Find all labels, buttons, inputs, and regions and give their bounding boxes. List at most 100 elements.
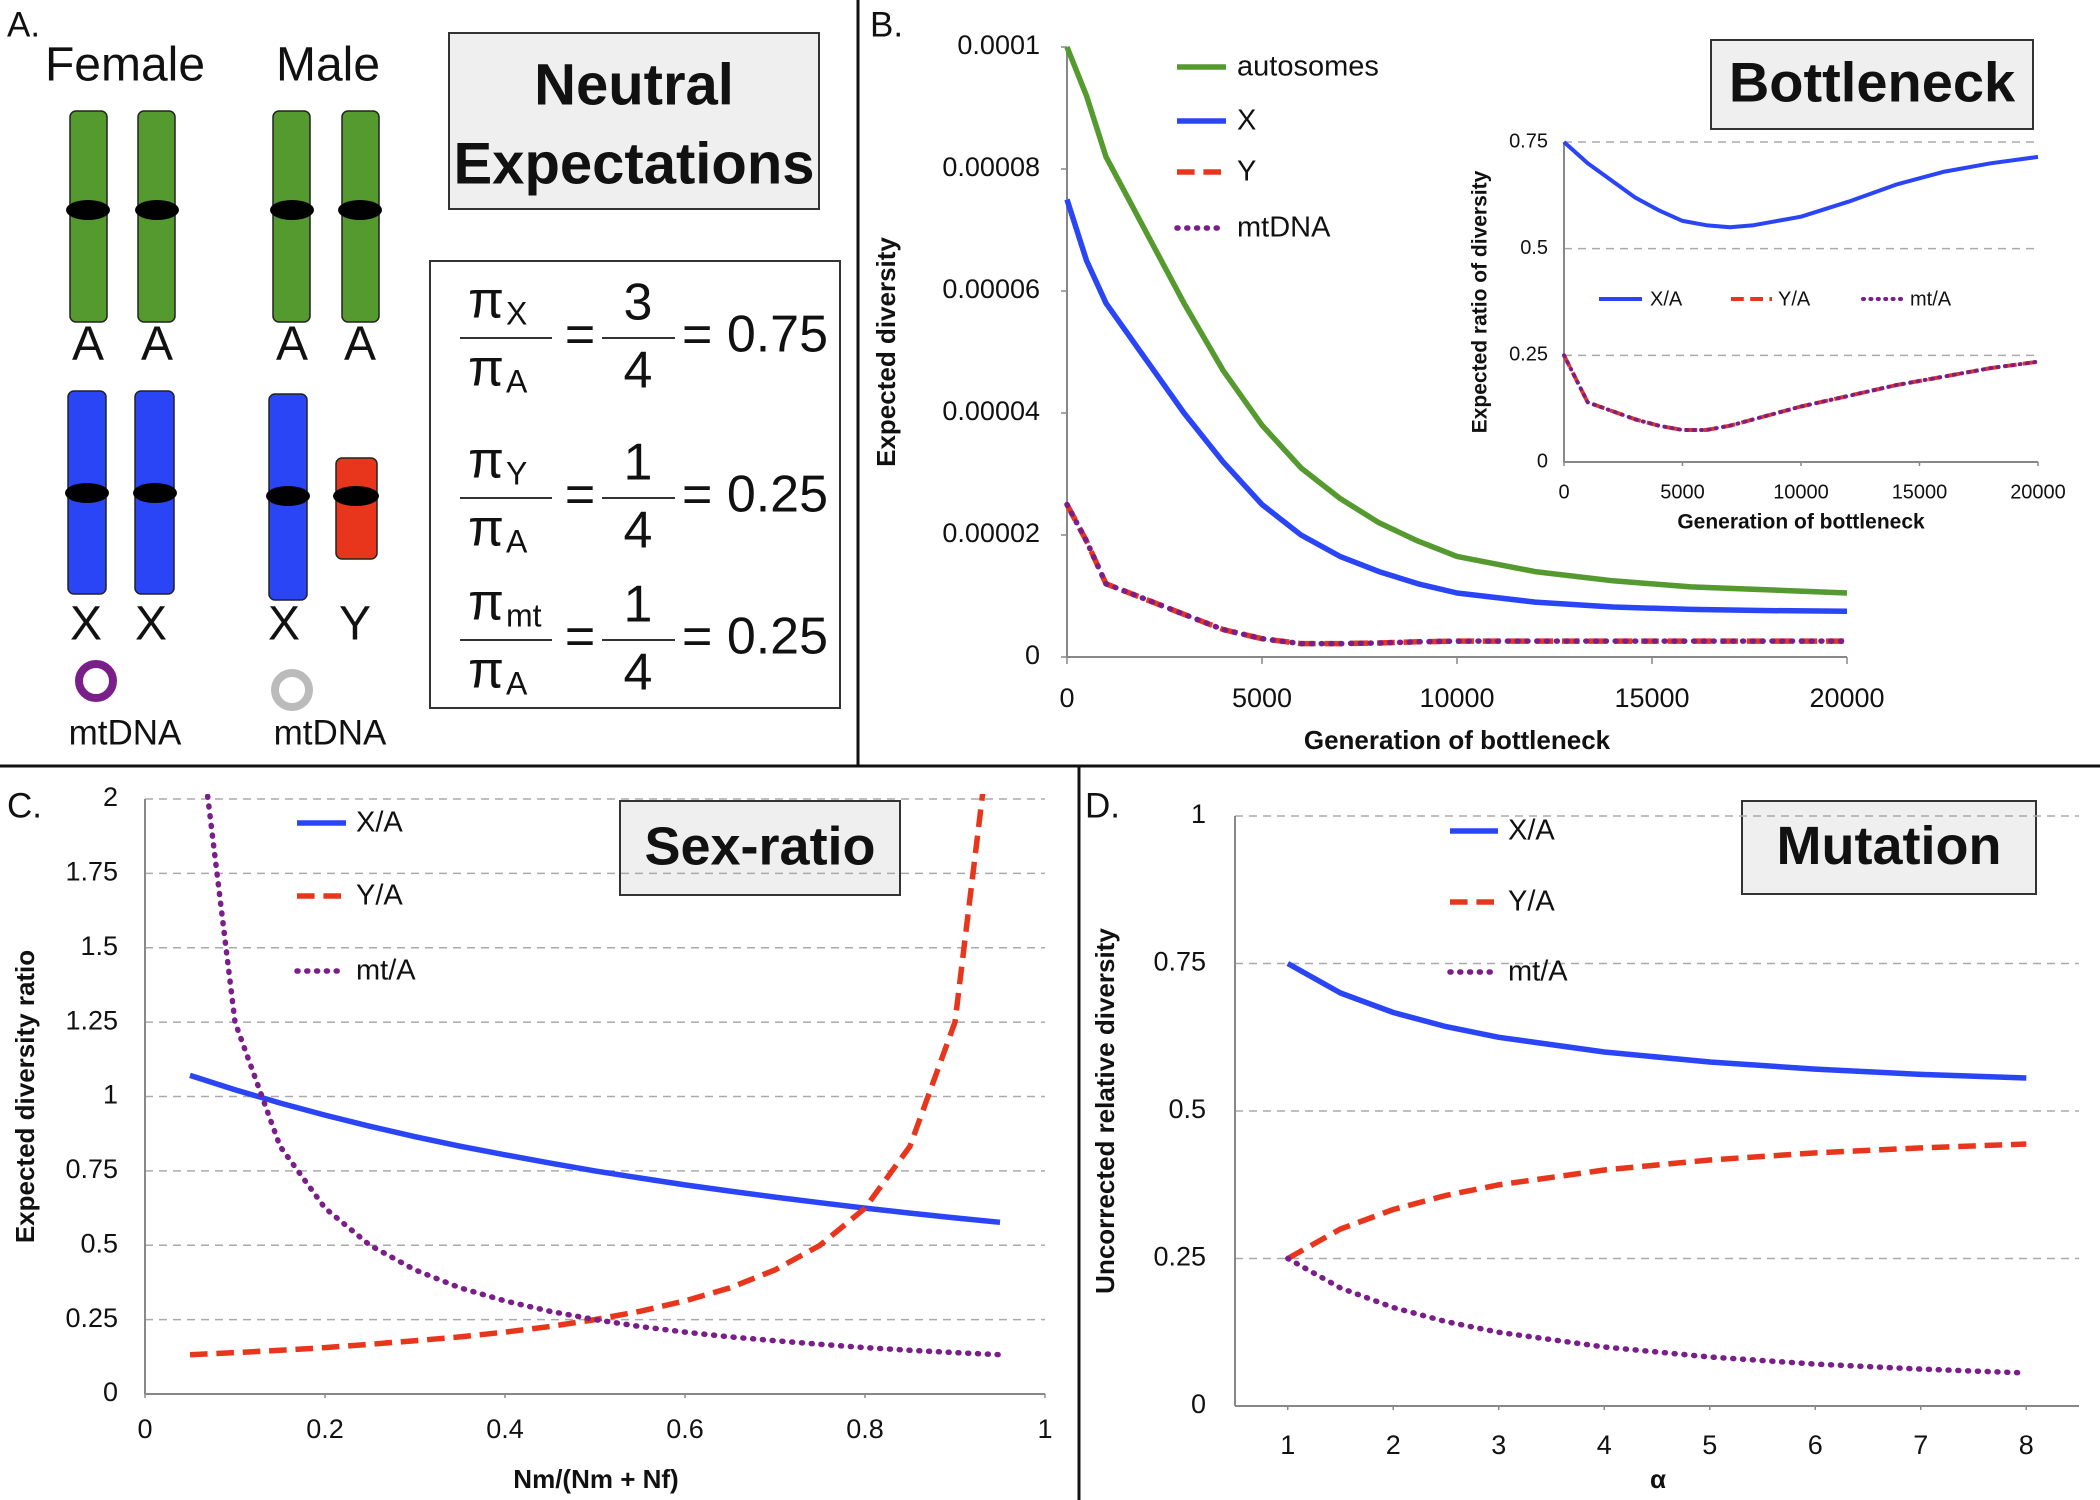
legend-label: X/A [356, 807, 403, 839]
y-tick-label: 1 [103, 1080, 118, 1110]
title-box [1741, 800, 2037, 895]
y-tick-label: 1.75 [65, 857, 118, 887]
x-tick-label: 10000 [1773, 481, 1829, 503]
pi-subscript: X [506, 295, 527, 331]
y-chromosome [335, 457, 378, 560]
chromosomes [67, 110, 380, 601]
x-tick-label: 4 [1597, 1430, 1612, 1460]
y-tick-label: 0 [1537, 450, 1548, 472]
equation-result: = 0.75 [682, 306, 828, 364]
y-tick-label: 0.25 [1509, 344, 1548, 366]
x-tick-label: 15000 [1614, 683, 1689, 713]
legend-label: Y/A [356, 880, 403, 912]
pi-subscript: A [506, 363, 528, 399]
box-title: Expectations [454, 131, 815, 196]
y-axis-label: Expected diversity [871, 237, 901, 467]
legend-label: mt/A [1910, 288, 1952, 310]
series-line [1064, 45, 1848, 596]
x-tick-label: 1 [1280, 1430, 1295, 1460]
x-axis-label: α [1650, 1464, 1666, 1494]
equals-sign: = [565, 466, 595, 524]
y-tick-label: 0 [1025, 640, 1040, 670]
y-axis-label: Uncorrected relative diversity [1090, 928, 1120, 1294]
y-tick-label: 0.25 [1153, 1242, 1206, 1272]
x-tick-label: 0.8 [846, 1414, 884, 1444]
pi-subscript: mt [506, 597, 542, 633]
legend-label: Y/A [1508, 886, 1555, 918]
equation-result: = 0.25 [682, 466, 828, 524]
fraction-denominator: 4 [624, 644, 653, 702]
y-tick-label: 0.5 [1520, 237, 1548, 259]
chart-title: Bottleneck [1729, 50, 2016, 113]
panel-label: D. [1085, 786, 1120, 825]
y-axis-label: Expected diversity ratio [10, 950, 40, 1243]
series-line [1286, 961, 2027, 1081]
equation-result: = 0.25 [682, 608, 828, 666]
y-tick-label: 0.75 [1153, 947, 1206, 977]
pi-subscript: A [506, 665, 528, 701]
chromosome-label: A [141, 318, 173, 371]
centromere [333, 486, 379, 506]
centromere [133, 483, 177, 503]
x-tick-label: 15000 [1892, 481, 1948, 503]
pi-symbol: π [468, 432, 504, 490]
panel-label: A. [7, 5, 40, 44]
fraction-numerator: 1 [624, 434, 653, 492]
y-tick-label: 0.00002 [942, 518, 1040, 548]
legend-label: X/A [1650, 288, 1683, 310]
box-title: Neutral [534, 52, 734, 117]
series-line [1286, 1141, 2027, 1261]
x-tick-label: 0.2 [306, 1414, 344, 1444]
y-tick-label: 0.5 [80, 1228, 118, 1258]
chromosome-label: X [70, 598, 102, 651]
chromosome-label: Y [339, 598, 371, 651]
x-tick-label: 0 [137, 1414, 152, 1444]
x-axis-label: Generation of bottleneck [1304, 725, 1611, 755]
pi-subscript: A [506, 523, 528, 559]
chromosome-label: X [135, 598, 167, 651]
x-tick-label: 0 [1558, 481, 1569, 503]
x-tick-label: 3 [1491, 1430, 1506, 1460]
y-tick-label: 0.25 [65, 1303, 118, 1333]
pi-symbol: π [468, 642, 504, 700]
centromeres [65, 200, 382, 506]
x-tick-label: 5 [1702, 1430, 1717, 1460]
y-tick-label: 0.5 [1168, 1094, 1206, 1124]
y-tick-label: 1 [1191, 799, 1206, 829]
mtdna-icon [75, 660, 117, 702]
y-tick-label: 0.0001 [957, 30, 1040, 60]
centromere [135, 200, 179, 220]
y-tick-label: 0.00008 [942, 152, 1040, 182]
pi-symbol: π [468, 574, 504, 632]
fraction-denominator: 4 [624, 502, 653, 560]
legend-label: mt/A [1508, 956, 1568, 988]
y-tick-label: 0.75 [1509, 130, 1548, 152]
y-tick-label: 0.00004 [942, 396, 1040, 426]
y-tick-label: 0 [1191, 1389, 1206, 1419]
y-tick-label: 1.25 [65, 1005, 118, 1035]
chromosome-label: X [268, 598, 300, 651]
mtdna-icon [271, 669, 313, 711]
centromere [270, 200, 314, 220]
legend-label: mt/A [356, 955, 416, 987]
y-tick-label: 0.75 [65, 1154, 118, 1184]
panel-label: C. [7, 786, 42, 825]
chromosome-label: A [344, 318, 376, 371]
series-line [189, 1072, 1001, 1226]
x-tick-label: 10000 [1419, 683, 1494, 713]
sex-heading: Female [45, 39, 205, 92]
fraction-denominator: 4 [624, 342, 653, 400]
centromere [266, 486, 310, 506]
sex-heading: Male [276, 39, 380, 92]
legend-label: Y/A [1778, 288, 1811, 310]
chart-title: Sex-ratio [644, 816, 875, 876]
fraction-numerator: 1 [624, 576, 653, 634]
mtdna-label: mtDNA [69, 713, 182, 752]
chromosome-label: A [72, 318, 104, 371]
equals-sign: = [565, 306, 595, 364]
x-tick-label: 0.6 [666, 1414, 704, 1444]
series-line [1064, 501, 1850, 647]
y-tick-label: 0 [103, 1377, 118, 1407]
